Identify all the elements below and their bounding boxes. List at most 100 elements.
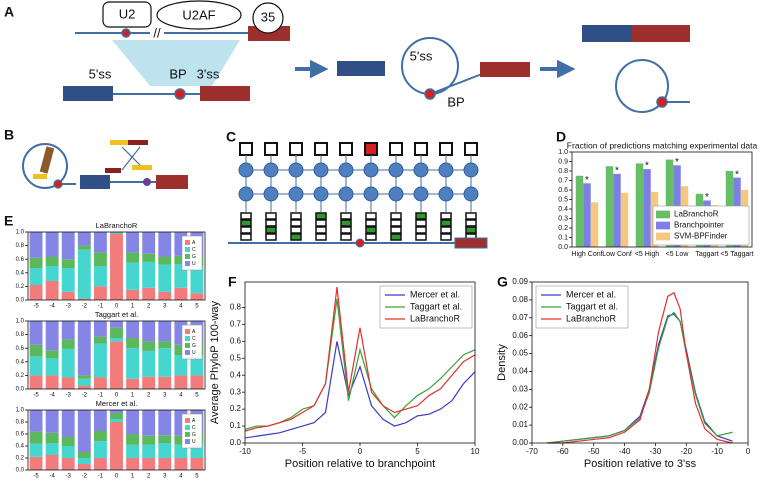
y-tick-label: 1.0 [16,319,25,325]
bar [590,202,599,247]
one-hot [265,226,277,234]
legend-label: Taggart et al. [566,301,618,311]
bar-segment [29,443,43,457]
lstm-node [463,186,479,202]
x-tick-label: 2 [147,304,151,310]
bar-segment [45,321,59,351]
x-tick-label: 1 [131,474,135,480]
label: 5'ss [89,66,112,81]
bar-segment [29,456,43,470]
legend-label: SVM-BPFinder [674,232,728,241]
y-tick-label: 0.6 [16,346,25,352]
y-tick-label: 0.4 [16,444,25,450]
lstm-node [338,186,354,202]
lstm-node [263,162,279,178]
bar-segment [158,458,172,470]
exon [63,86,113,101]
legend-swatch [185,254,190,259]
bar-segment [45,455,59,470]
y-tick-label: 0.0 [558,244,568,251]
x-tick-label: -4 [49,474,55,480]
exon [337,61,385,76]
one-hot [365,212,377,220]
bar-segment [61,458,75,470]
x-tick-label: -5 [33,474,39,480]
significance-marker: * [705,192,709,203]
bar-segment [158,376,172,389]
x-tick-label: -1 [98,474,104,480]
legend-label: G [192,343,196,349]
x-tick-label: 4 [179,474,183,480]
bar-segment [158,435,172,443]
one-hot [315,226,327,234]
y-tick-label: 0.2 [16,284,25,290]
plot-frame [531,281,749,444]
x-tick-label: -60 [557,447,569,456]
one-hot [415,212,427,220]
bar-segment [29,257,43,269]
x-tick-label: 5 [195,304,199,310]
bar-segment [126,410,140,434]
output-node [414,142,428,156]
x-tick-label: 5 [195,393,199,399]
bar-segment [142,287,156,300]
bar-segment [45,410,59,433]
legend-label: Mercer et al. [410,289,460,299]
bar [665,159,674,247]
bar-segment [45,358,59,376]
legend-label: LaBranchoR [674,210,719,219]
chart: 0.0 0.1 0.2 0.3 0.4 0.5 0.6 0.7 0.8 0.9 1.0Fractio… [558,140,757,258]
label: 3'ss [197,66,220,81]
y-tick-label: 0.7 [558,177,568,184]
bar-segment [93,232,107,253]
panel-label: C [226,129,236,145]
bar-segment [142,444,156,458]
legend-swatch [185,418,190,423]
x-tick-label: 3 [163,474,167,480]
plot-frame [27,409,206,471]
arrow [295,59,329,79]
bar-segment [110,234,123,300]
bar-segment [142,435,156,445]
y-tick-label: 0.8 [16,332,25,338]
x-tick-label: -1 [98,393,104,399]
y-tick-label: 0.07 [512,313,528,322]
bar-segment [174,255,188,264]
x-tick-label: -2 [82,304,88,310]
y-axis-label: Density [496,344,508,381]
bp-dot [424,88,436,100]
bar-segment [174,344,188,355]
y-tick-label: 1.0 [558,149,568,156]
x-tick-label: 4 [179,393,183,399]
probe [105,168,121,173]
output-node [239,142,253,156]
panel-label: A [4,4,14,20]
bar-segment [61,291,75,300]
legend-swatch [185,329,190,334]
output-node [439,142,453,156]
bar-segment [29,268,43,286]
bar-segment [190,266,204,294]
one-hot [265,212,277,220]
y-tick-label: 0.3 [230,387,242,396]
y-tick-label: 0.04 [512,367,528,376]
legend-label: Branchpointer [674,221,724,230]
output-node [339,142,353,156]
x-tick-label: -70 [526,447,538,456]
bar-segment [158,443,172,458]
x-tick-label: 2 [147,393,151,399]
zoom-shape [112,40,240,86]
y-tick-label: 0.2 [16,456,25,462]
lstm-node [413,186,429,202]
bar-segment [142,350,156,377]
y-tick-label: 0.03 [512,384,528,393]
bar [583,183,591,247]
one-hot [465,219,477,227]
bar-segment [77,375,91,379]
chart: 0.0 0.1 0.2 0.3 0.4 0.5 0.6 0.7 0.8 Position rela… [209,281,480,470]
bar-segment [77,232,91,246]
output-node [364,142,378,156]
intron [429,73,483,95]
y-tick-label: 0.08 [512,295,528,304]
one-hot [265,219,277,227]
